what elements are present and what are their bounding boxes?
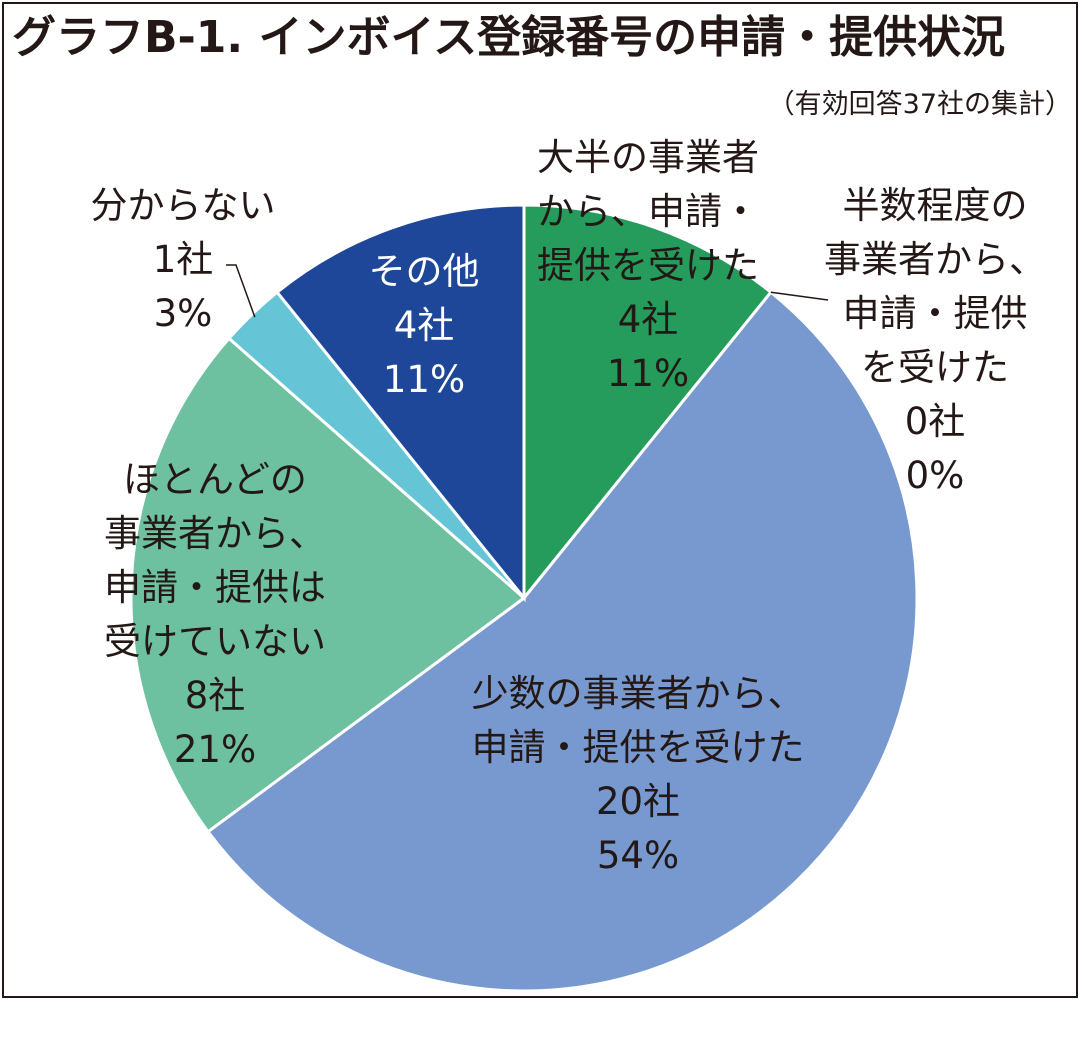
pie-slice-most (522, 203, 773, 603)
slice-count-label: 0社 (905, 400, 966, 443)
slice-percent-label: 0% (906, 454, 965, 497)
slice-count-label: 8社 (185, 674, 246, 717)
pie-slice-none (129, 336, 527, 834)
slice-percent-label: 3% (154, 292, 213, 335)
slice-label-text: その他 (369, 250, 480, 293)
slice-label-text: 半数程度の (843, 184, 1028, 227)
slice-label-text: から、申請・ (537, 190, 759, 233)
slice-label-other: その他 4社 11% (369, 250, 480, 401)
slice-label-text: 受けていない (104, 620, 326, 663)
slice-labels: 大半の事業者から、申請・提供を受けた4社11%半数程度の事業者から、申請・提供を… (91, 136, 1047, 877)
slice-label-text: 申請・提供 (843, 292, 1028, 335)
slice-label-text: 事業者から、 (824, 238, 1046, 281)
slice-count-label: 20社 (596, 780, 680, 823)
slice-label-text: を受けた (861, 346, 1009, 389)
slice-label-text: ほとんどの (123, 458, 307, 501)
slice-label-text: 申請・提供は (104, 566, 326, 609)
slice-count-label: 4社 (394, 304, 455, 347)
slice-label-text: 大半の事業者 (537, 136, 759, 179)
slice-percent-label: 11% (383, 358, 465, 401)
slice-percent-label: 11% (607, 352, 689, 395)
chart-title: グラフB-1. インボイス登録番号の申請・提供状況 (12, 12, 1006, 63)
slice-label-text: 事業者から、 (104, 512, 326, 555)
leader-lines (226, 264, 829, 318)
leader-line-unknown (226, 264, 256, 318)
pie-slice-few (205, 290, 919, 993)
slice-label-few: 少数の事業者から、申請・提供を受けた 20社 54% (472, 672, 805, 877)
slice-percent-label: 54% (597, 834, 679, 877)
slice-percent-label: 21% (174, 728, 256, 771)
pie-slice-other (275, 203, 526, 603)
slice-count-label: 4社 (618, 298, 679, 341)
leader-line-half (770, 291, 829, 301)
slice-label-text: 分からない (91, 184, 276, 227)
pie-slices (129, 203, 919, 993)
slice-label-text: 申請・提供を受けた (472, 726, 805, 769)
slice-label-unknown: 分からない 1社 3% (91, 184, 276, 335)
chart-subtitle: （有効回答37社の集計） (767, 89, 1072, 120)
slice-label-text: 少数の事業者から、 (472, 672, 805, 715)
slice-label-text: 提供を受けた (537, 244, 759, 287)
slice-count-label: 1社 (153, 238, 214, 281)
